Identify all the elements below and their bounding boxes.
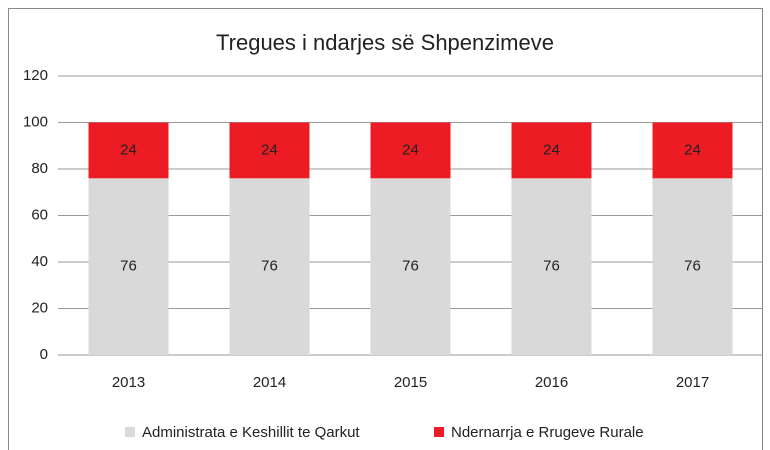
- legend-swatch: [125, 427, 135, 437]
- bar-segment: [370, 122, 451, 179]
- x-tick-label: 2017: [676, 374, 709, 391]
- chart-title: Tregues i ndarjes së Shpenzimeve: [216, 30, 554, 55]
- data-label: 76: [543, 258, 560, 275]
- bar-segment: [229, 178, 310, 355]
- bar-segment: [511, 122, 592, 179]
- y-tick-label: 60: [31, 206, 48, 223]
- y-tick-label: 100: [23, 113, 48, 130]
- y-tick-label: 120: [23, 67, 48, 84]
- data-label: 24: [120, 141, 137, 158]
- frame: [8, 8, 763, 450]
- bar-segment: [88, 178, 169, 355]
- bar-segment: [652, 178, 733, 355]
- data-label: 76: [684, 258, 701, 275]
- bar-segment: [511, 178, 592, 355]
- data-label: 24: [402, 141, 419, 158]
- bar-segment: [88, 122, 169, 179]
- data-label: 24: [684, 141, 701, 158]
- y-tick-label: 0: [40, 346, 48, 363]
- x-tick-label: 2014: [253, 374, 286, 391]
- x-tick-label: 2015: [394, 374, 427, 391]
- data-label: 76: [120, 258, 137, 275]
- y-tick-label: 40: [31, 253, 48, 270]
- legend-label: Administrata e Keshillit te Qarkut: [142, 424, 360, 441]
- data-label: 24: [261, 141, 278, 158]
- legend-swatch: [434, 427, 444, 437]
- legend-label: Ndernarrja e Rrugeve Rurale: [451, 424, 644, 441]
- bar-segment: [229, 122, 310, 179]
- x-tick-label: 2013: [112, 374, 145, 391]
- y-tick-label: 80: [31, 160, 48, 177]
- data-label: 76: [261, 258, 278, 275]
- x-tick-label: 2016: [535, 374, 568, 391]
- data-label: 24: [543, 141, 560, 158]
- bar-segment: [370, 178, 451, 355]
- data-label: 76: [402, 258, 419, 275]
- y-tick-label: 20: [31, 299, 48, 316]
- bar-segment: [652, 122, 733, 179]
